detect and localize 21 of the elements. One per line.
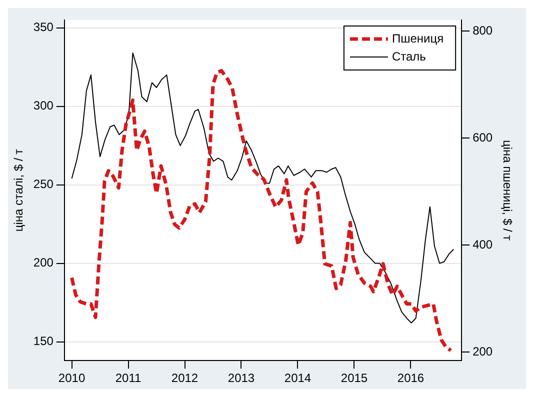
y-tick-label: 150: [33, 334, 54, 348]
y-tick-label: 350: [33, 20, 54, 34]
x-tick-label: 2012: [171, 371, 198, 386]
y2-tick-label: 800: [472, 24, 493, 38]
y-tick-label: 200: [33, 256, 54, 270]
x-tick-label: 2016: [397, 371, 424, 386]
x-tick-label: 2015: [340, 371, 368, 386]
y2-tick-label: 400: [472, 237, 493, 252]
y2-axis-title: ціна пшениці, $ / т: [500, 140, 514, 242]
x-tick-label: 2013: [228, 371, 255, 386]
legend-label: Сталь: [392, 49, 426, 64]
y-tick-label: 250: [33, 177, 54, 192]
line-series: [70, 69, 453, 352]
y2-tick-label: 200: [472, 344, 493, 358]
x-tick-label: 2014: [284, 371, 312, 386]
legend-label: Пшениця: [392, 31, 444, 46]
y-axis-title: ціна сталі, $ / т: [12, 148, 26, 232]
y2-tick-label: 600: [472, 130, 493, 144]
x-tick-label: 2011: [115, 371, 142, 386]
x-tick-label: 2010: [58, 371, 86, 386]
y-tick-label: 300: [33, 98, 54, 113]
